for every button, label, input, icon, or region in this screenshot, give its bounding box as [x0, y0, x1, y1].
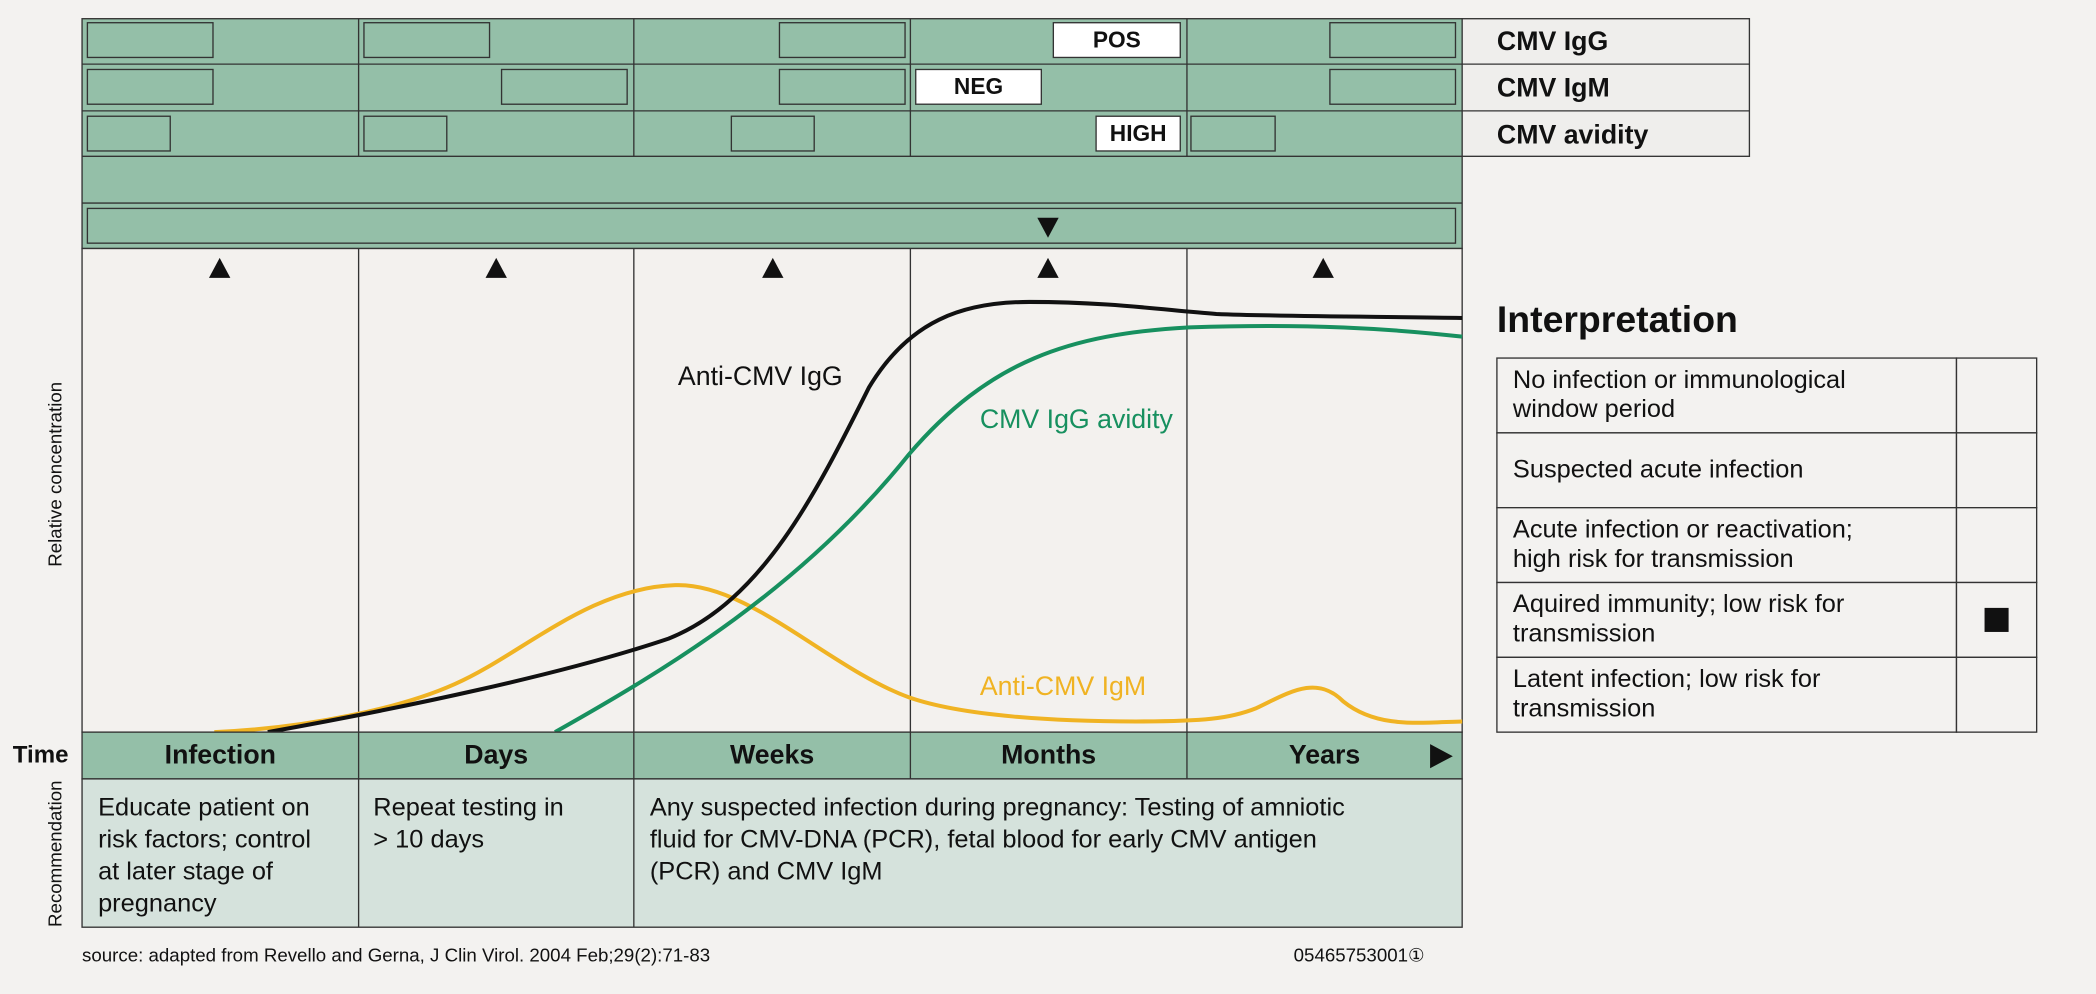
- result-box-filled: [1052, 22, 1181, 59]
- curve-label: CMV IgG avidity: [980, 404, 1174, 434]
- time-row: [81, 731, 1463, 780]
- text-line: Repeat testing in: [373, 793, 563, 821]
- text-line: transmission: [1513, 694, 1655, 722]
- up-arrow: [485, 257, 507, 278]
- timeline-box: [86, 207, 1457, 244]
- result-box: [86, 115, 171, 152]
- avidity-curve: [554, 323, 1463, 734]
- text-line: > 10 days: [373, 825, 484, 853]
- result-box: [778, 68, 906, 105]
- interpretation-text: Latent infection; low risk for transmissi…: [1513, 665, 1821, 722]
- result-box: [86, 68, 214, 105]
- result-box: [1329, 22, 1457, 59]
- marker-label: CMV avidity: [1497, 119, 1649, 149]
- recommendation-text: Repeat testing in > 10 days: [373, 793, 563, 853]
- text-line: pregnancy: [98, 889, 217, 917]
- result-box: [500, 68, 628, 105]
- text-line: at later stage of: [98, 857, 274, 885]
- text-line: Any suspected infection during pregnancy…: [650, 793, 1345, 821]
- marker-panel: [81, 18, 1463, 250]
- interpretation-check: [1955, 656, 2038, 733]
- result-label: NEG: [954, 73, 1003, 99]
- down-arrow: [1037, 217, 1059, 238]
- recommendation-text: Any suspected infection during pregnancy…: [650, 793, 1345, 885]
- igg-curve: [267, 299, 1463, 735]
- text-line: Acute infection or reactivation;: [1513, 515, 1853, 543]
- result-box: [1329, 68, 1457, 105]
- interpretation-text: Suspected acute infection: [1513, 455, 1804, 483]
- interpretation-check: [1955, 432, 2038, 509]
- period-label: Weeks: [730, 739, 814, 769]
- result-box: [1190, 115, 1276, 152]
- interpretation-cell: [1496, 432, 1958, 509]
- up-arrow: [1312, 257, 1334, 278]
- source: source: adapted from Revello and Gerna, …: [82, 945, 710, 966]
- result-label: POS: [1093, 26, 1141, 52]
- recommendation-text: Educate patient on risk factors; control a…: [98, 793, 311, 917]
- interpretation-check: [1955, 507, 2038, 584]
- result-box: [363, 22, 491, 59]
- time-label: Time: [13, 742, 69, 769]
- interpretation-cell: [1496, 581, 1958, 658]
- marker-label: CMV IgG: [1497, 26, 1608, 56]
- result-box-filled: [1095, 115, 1181, 152]
- text-line: fluid for CMV-DNA (PCR), fetal blood for…: [650, 825, 1317, 853]
- period-label: Months: [1001, 739, 1096, 769]
- period-label: Years: [1289, 739, 1360, 769]
- text-line: window period: [1512, 395, 1675, 423]
- chart-area: [81, 247, 1463, 733]
- curve-label: Anti-CMV IgG: [678, 361, 843, 391]
- text-line: transmission: [1513, 619, 1655, 647]
- text-line: Aquired immunity; low risk for: [1513, 590, 1845, 618]
- text-line: No infection or immunological: [1513, 365, 1846, 393]
- marker-label: CMV IgM: [1497, 73, 1610, 103]
- interpretation-title: Interpretation: [1497, 298, 1738, 340]
- label-box: [1461, 18, 1751, 157]
- text-line: Educate patient on: [98, 793, 310, 821]
- selected-mark: [1984, 607, 2009, 632]
- up-arrow: [762, 257, 784, 278]
- text-line: (PCR) and CMV IgM: [650, 857, 883, 885]
- interpretation-text: No infection or immunological window peri…: [1512, 365, 1846, 422]
- text-line: Latent infection; low risk for: [1513, 665, 1821, 693]
- result-box: [86, 22, 214, 59]
- result-box: [730, 115, 815, 152]
- axis-label: Relative concentration: [45, 382, 66, 567]
- interpretation-cell: [1496, 357, 1958, 434]
- text-line: Suspected acute infection: [1513, 455, 1804, 483]
- recommendation-row: [81, 778, 1463, 928]
- result-box: [778, 22, 906, 59]
- curve-label: Anti-CMV IgM: [980, 671, 1146, 701]
- code: 05465753001①: [1294, 945, 1425, 966]
- period-label: Infection: [165, 739, 276, 769]
- up-arrow: [1037, 257, 1059, 278]
- result-box: [363, 115, 448, 152]
- up-arrow: [208, 257, 231, 278]
- result-box-filled: [915, 68, 1042, 105]
- interpretation-check: [1955, 357, 2038, 434]
- interpretation-text: Acute infection or reactivation; high ris…: [1513, 515, 1853, 572]
- result-label: HIGH: [1110, 120, 1167, 146]
- time-arrow: [1430, 744, 1453, 769]
- igm-curve: [214, 583, 1463, 735]
- text-line: risk factors; control: [98, 825, 311, 853]
- text-line: high risk for transmission: [1513, 544, 1794, 572]
- recommendation-label: Recommendation: [45, 780, 66, 926]
- interpretation-text: Aquired immunity; low risk for transmissi…: [1513, 590, 1845, 647]
- period-label: Days: [464, 739, 528, 769]
